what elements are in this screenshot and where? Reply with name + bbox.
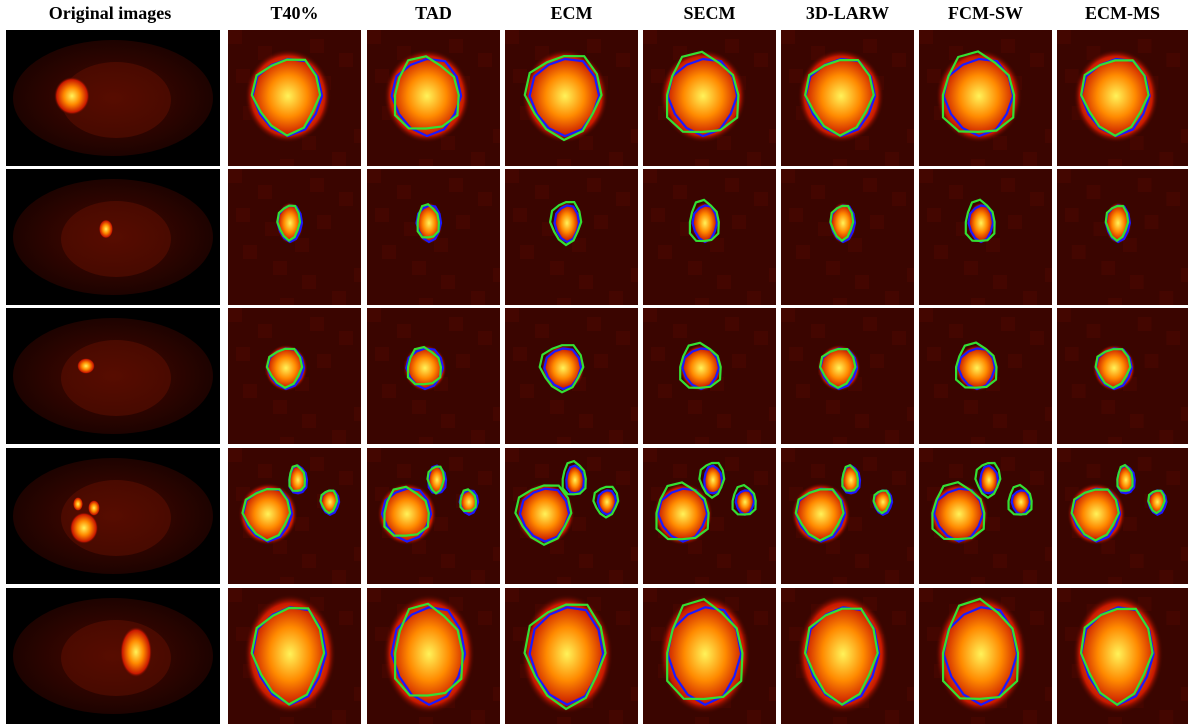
image-tad-row-3 bbox=[367, 308, 500, 444]
image-ecm-ms-row-1 bbox=[1057, 30, 1188, 166]
image-grid bbox=[0, 28, 1188, 727]
image-tad-row-2 bbox=[367, 169, 500, 305]
image-fcm-sw-row-3 bbox=[919, 308, 1052, 444]
column-title-original: Original images bbox=[48, 3, 172, 23]
image-fcm-sw-row-2 bbox=[919, 169, 1052, 305]
image-t40-row-2 bbox=[228, 169, 361, 305]
image-fcm-sw-row-5 bbox=[919, 588, 1052, 724]
column-title-t40: T40% bbox=[270, 3, 319, 23]
image-3d-larw-row-2 bbox=[781, 169, 914, 305]
image-3d-larw-row-1 bbox=[781, 30, 914, 166]
image-3d-larw-row-3 bbox=[781, 308, 914, 444]
image-ecm-ms-row-5 bbox=[1057, 588, 1188, 724]
image-ecm-ms-row-2 bbox=[1057, 169, 1188, 305]
image-t40-row-3 bbox=[228, 308, 361, 444]
image-t40-row-5 bbox=[228, 588, 361, 724]
image-fcm-sw-row-4 bbox=[919, 448, 1052, 584]
image-3d-larw-row-4 bbox=[781, 448, 914, 584]
image-tad-row-1 bbox=[367, 30, 500, 166]
column-title-ecm: ECM bbox=[550, 3, 593, 23]
image-original-row-3 bbox=[6, 308, 220, 444]
image-secm-row-3 bbox=[643, 308, 776, 444]
column-header-row: Original images T40% TAD ECM SECM 3D-LAR… bbox=[0, 0, 1188, 28]
image-ecm-ms-row-4 bbox=[1057, 448, 1188, 584]
image-original-row-2 bbox=[6, 169, 220, 305]
column-title-ecm-ms: ECM-MS bbox=[1085, 3, 1160, 23]
image-fcm-sw-row-1 bbox=[919, 30, 1052, 166]
image-ecm-ms-row-3 bbox=[1057, 308, 1188, 444]
image-ecm-row-5 bbox=[505, 588, 638, 724]
image-ecm-row-1 bbox=[505, 30, 638, 166]
image-secm-row-1 bbox=[643, 30, 776, 166]
image-secm-row-4 bbox=[643, 448, 776, 584]
image-3d-larw-row-5 bbox=[781, 588, 914, 724]
image-original-row-4 bbox=[6, 448, 220, 584]
image-ecm-row-2 bbox=[505, 169, 638, 305]
image-ecm-row-3 bbox=[505, 308, 638, 444]
image-tad-row-4 bbox=[367, 448, 500, 584]
image-secm-row-2 bbox=[643, 169, 776, 305]
image-tad-row-5 bbox=[367, 588, 500, 724]
column-title-3d-larw: 3D-LARW bbox=[805, 3, 890, 23]
column-title-tad: TAD bbox=[415, 3, 452, 23]
image-t40-row-4 bbox=[228, 448, 361, 584]
column-title-secm: SECM bbox=[683, 3, 736, 23]
image-t40-row-1 bbox=[228, 30, 361, 166]
image-ecm-row-4 bbox=[505, 448, 638, 584]
image-original-row-5 bbox=[6, 588, 220, 724]
image-secm-row-5 bbox=[643, 588, 776, 724]
column-title-fcm-sw: FCM-SW bbox=[948, 3, 1023, 23]
image-original-row-1 bbox=[6, 30, 220, 166]
